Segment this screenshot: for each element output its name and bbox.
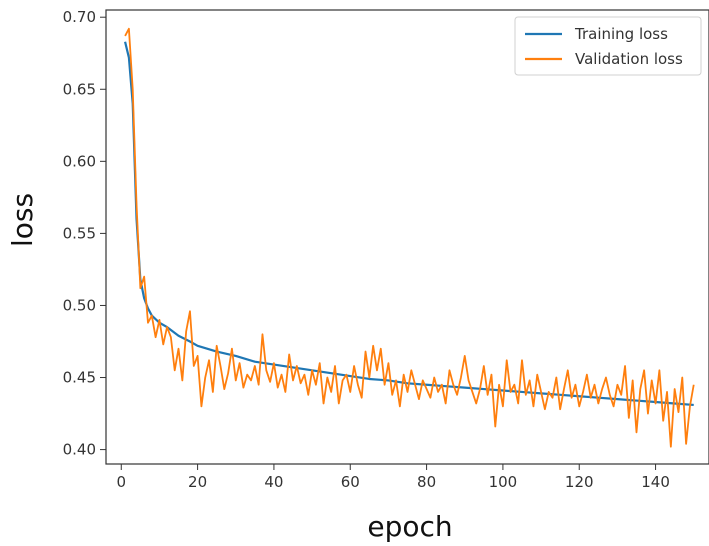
x-tick-label: 140: [641, 473, 670, 491]
legend: Training loss Validation loss: [514, 16, 702, 76]
x-tick-label: 120: [565, 473, 594, 491]
y-tick-label: 0.40: [63, 441, 96, 459]
y-tick-label: 0.65: [63, 80, 96, 98]
y-axis-ticks: 0.40 0.45 0.50 0.55 0.60 0.65 0.70: [63, 8, 106, 459]
legend-label-validation: Validation loss: [575, 50, 683, 68]
y-tick-label: 0.70: [63, 8, 96, 26]
x-tick-label: 0: [116, 473, 126, 491]
y-tick-label: 0.60: [63, 152, 96, 170]
y-tick-label: 0.50: [63, 296, 96, 314]
x-tick-label: 20: [188, 473, 207, 491]
y-axis-label: loss: [6, 193, 39, 247]
validation-loss-line: [124, 27, 695, 448]
y-tick-label: 0.45: [63, 369, 96, 387]
x-axis-ticks: 0 20 40 60 80 100 120 140: [116, 464, 670, 491]
legend-box: [514, 16, 702, 76]
x-tick-label: 60: [341, 473, 360, 491]
legend-label-training: Training loss: [574, 25, 668, 43]
plot-area: [105, 9, 709, 465]
x-tick-label: 100: [489, 473, 518, 491]
series-layer: [124, 27, 695, 448]
x-axis-label: epoch: [367, 510, 452, 543]
x-tick-label: 80: [417, 473, 436, 491]
y-tick-label: 0.55: [63, 224, 96, 242]
x-tick-label: 40: [264, 473, 283, 491]
